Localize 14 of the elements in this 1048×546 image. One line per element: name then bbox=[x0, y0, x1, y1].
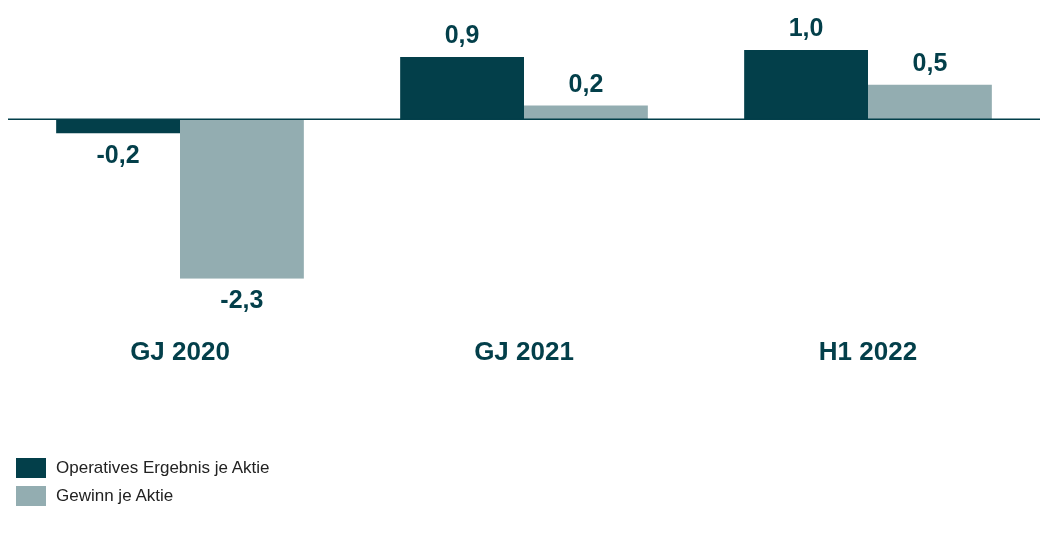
bar bbox=[524, 105, 648, 120]
legend-label: Operatives Ergebnis je Aktie bbox=[56, 458, 270, 478]
legend-label: Gewinn je Aktie bbox=[56, 486, 174, 506]
data-label: 1,0 bbox=[788, 13, 824, 42]
data-label: -2,3 bbox=[220, 285, 264, 314]
x-tick-label: GJ 2021 bbox=[474, 335, 574, 366]
data-label: 0,9 bbox=[444, 20, 480, 49]
x-tick-label: H1 2022 bbox=[818, 335, 918, 366]
data-label: -0,2 bbox=[96, 139, 140, 168]
data-label: 0,5 bbox=[912, 48, 948, 77]
data-label: 0,2 bbox=[568, 68, 604, 97]
x-tick-label: GJ 2020 bbox=[130, 335, 230, 366]
bar bbox=[180, 119, 304, 279]
bar bbox=[868, 84, 992, 120]
